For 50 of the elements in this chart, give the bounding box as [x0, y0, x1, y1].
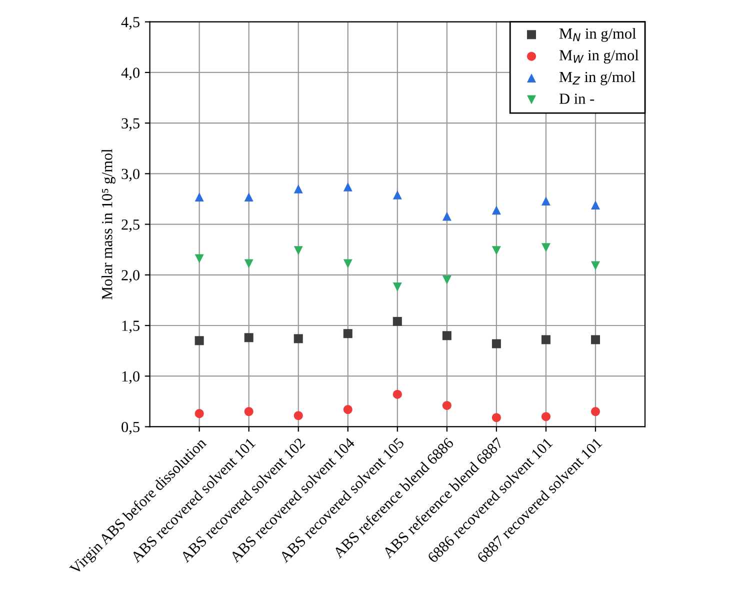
- point: [194, 409, 204, 418]
- point: [541, 243, 550, 252]
- point: [244, 259, 254, 268]
- point: [194, 336, 204, 346]
- point: [541, 196, 550, 206]
- y-axis-title: Molar mass in 10⁵ g/mol: [102, 148, 116, 300]
- y-tick-label: 1,0: [122, 371, 140, 384]
- y-tick-label: 3,5: [122, 118, 140, 131]
- point: [392, 316, 402, 326]
- point: [294, 184, 303, 194]
- point: [541, 335, 550, 344]
- point: [294, 246, 303, 256]
- point: [590, 335, 600, 344]
- point: [590, 200, 600, 210]
- legend-label: M$_{W}$ in g/mol: [559, 50, 639, 64]
- point: [343, 405, 352, 414]
- point: [343, 329, 352, 338]
- point: [442, 400, 452, 410]
- y-tick-label: 4,5: [121, 17, 140, 30]
- point: [194, 254, 204, 264]
- point: [541, 412, 550, 422]
- point: [392, 390, 402, 399]
- point: [294, 334, 303, 344]
- y-tick-label: 2,0: [122, 270, 140, 283]
- point: [492, 206, 501, 215]
- point: [442, 275, 452, 284]
- point: [343, 259, 352, 268]
- point: [492, 246, 501, 256]
- point: [392, 190, 402, 200]
- point: [442, 212, 452, 221]
- y-tick-label: 1,5: [122, 320, 140, 334]
- point: [442, 331, 452, 340]
- y-tick-label: 2,5: [122, 219, 140, 232]
- y-tick-label: 0,5: [122, 422, 140, 434]
- point: [343, 182, 352, 192]
- point: [194, 192, 204, 202]
- point: [492, 413, 501, 422]
- point: [590, 261, 600, 270]
- point: [492, 339, 501, 348]
- point: [590, 407, 600, 416]
- y-tick-label: 3,0: [122, 168, 140, 182]
- legend-label: M$_{N}$ in g/mol: [559, 28, 636, 42]
- point: [294, 411, 303, 420]
- legend-label: M$_{Z}$ in g/mol: [559, 71, 636, 86]
- point: [392, 282, 402, 292]
- legend-label: D in -: [559, 94, 594, 104]
- point: [244, 192, 254, 202]
- y-tick-label: 4,0: [121, 68, 140, 80]
- point: [244, 407, 254, 416]
- point: [244, 333, 254, 342]
